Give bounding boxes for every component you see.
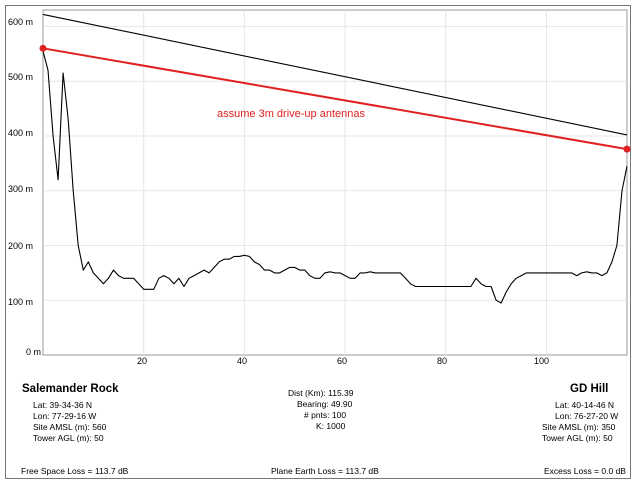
reference-line-series xyxy=(42,13,628,136)
series-group xyxy=(39,13,631,304)
excess-loss: Excess Loss = 0.0 dB xyxy=(544,466,626,476)
path-k-factor: K: 1000 xyxy=(316,421,346,431)
site-left-tower: Tower AGL (m): 50 xyxy=(33,433,104,443)
y-tick-label: 600 m xyxy=(8,17,34,27)
site-right-lon: Lon: 76-27-20 W xyxy=(555,411,619,421)
grid xyxy=(43,10,627,355)
path-distance: Dist (Km): 115.39 xyxy=(288,388,354,398)
antenna-point xyxy=(623,145,631,153)
y-tick-label: 200 m xyxy=(8,241,34,251)
site-right-name: GD Hill xyxy=(570,383,609,395)
path-points: # pnts: 100 xyxy=(304,410,347,420)
x-tick-label: 20 xyxy=(137,356,148,366)
plane-earth-loss: Plane Earth Loss = 113.7 dB xyxy=(271,466,379,476)
x-tick-label: 80 xyxy=(437,356,448,366)
y-tick-label: 100 m xyxy=(8,297,34,307)
site-left-amsl: Site AMSL (m): 560 xyxy=(33,422,107,432)
free-space-loss: Free Space Loss = 113.7 dB xyxy=(21,466,129,476)
site-right-tower: Tower AGL (m): 50 xyxy=(542,433,613,443)
path-line-series xyxy=(42,47,628,151)
site-left-lon: Lon: 77-29-16 W xyxy=(33,411,97,421)
site-left-lat: Lat: 39-34-36 N xyxy=(33,400,93,410)
site-left-name: Salemander Rock xyxy=(22,383,119,395)
antenna-point xyxy=(39,44,47,52)
plot-area xyxy=(42,9,628,356)
x-tick-label: 100 xyxy=(534,356,550,366)
chart-frame xyxy=(5,5,631,479)
chart-annotation: assume 3m drive-up antennas xyxy=(217,108,365,120)
x-tick-label: 60 xyxy=(337,356,348,366)
site-right-amsl: Site AMSL (m): 350 xyxy=(542,422,616,432)
y-tick-label: 300 m xyxy=(8,184,34,194)
site-right-lat: Lat: 40-14-46 N xyxy=(555,400,615,410)
y-tick-label: 500 m xyxy=(8,72,34,82)
terrain-series xyxy=(42,50,628,304)
y-tick-label: 400 m xyxy=(8,128,34,138)
path-bearing: Bearing: 49.90 xyxy=(297,399,353,409)
y-tick-label: 0 m xyxy=(26,347,42,357)
x-tick-label: 40 xyxy=(237,356,248,366)
